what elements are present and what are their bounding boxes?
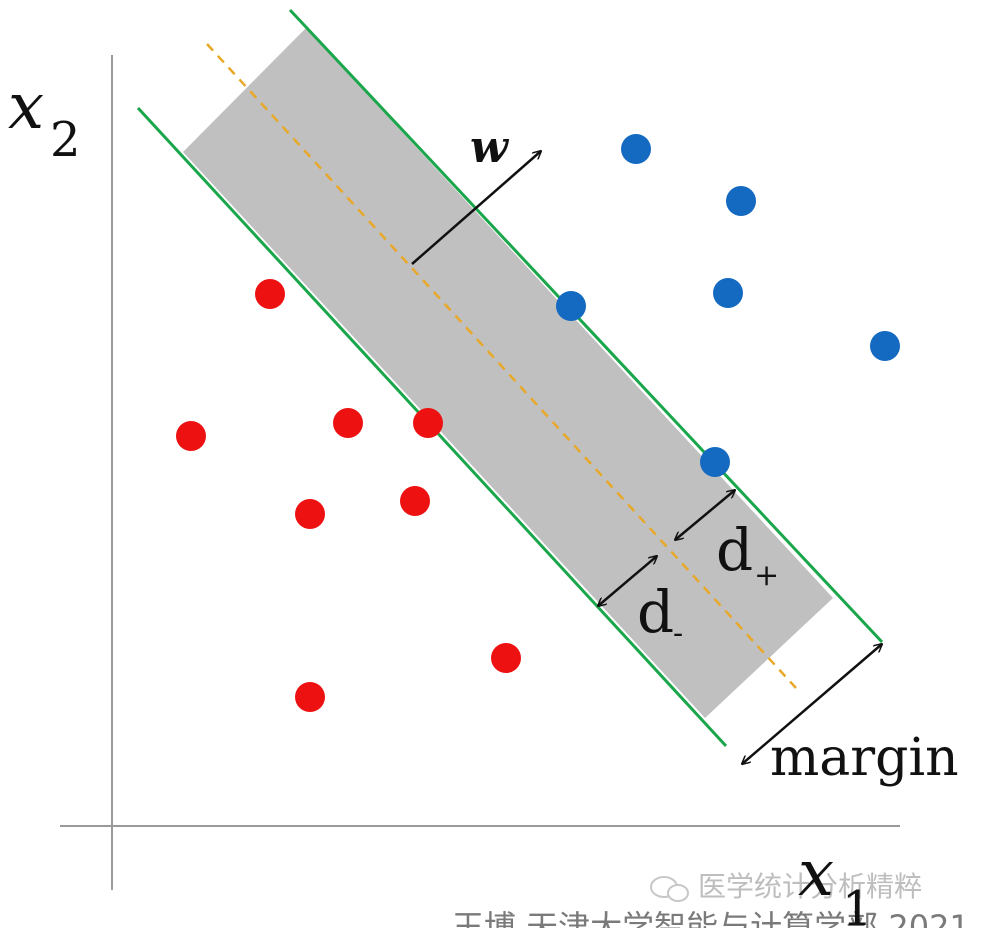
negative-point: [176, 421, 206, 451]
negative-point: [255, 279, 285, 309]
margin-band: [183, 28, 833, 718]
negative-point: [491, 643, 521, 673]
positive-point: [700, 447, 730, 477]
positive-margin-boundary: [288, 8, 884, 644]
x1-axis-subscript: 1: [842, 881, 873, 928]
margin-arrow: [742, 644, 882, 764]
credit-watermark: 王博 天津大学智能与计算学部 2021: [452, 908, 970, 928]
positive-point: [870, 331, 900, 361]
decision-hyperplane: [206, 43, 797, 689]
d-plus-subscript: +: [754, 558, 779, 593]
positive-point: [726, 186, 756, 216]
x2-axis-label: x: [8, 70, 44, 144]
d-plus-arrow: [675, 490, 735, 540]
wechat-watermark-text: 医学统计分析精粹: [698, 870, 922, 903]
d-minus-subscript: -: [673, 616, 683, 651]
weight-vector-arrow: [411, 151, 541, 265]
positive-point: [713, 278, 743, 308]
x2-axis-subscript: 2: [50, 112, 81, 168]
positive-point: [556, 291, 586, 321]
positive-class-points: [556, 134, 900, 477]
d-minus-label: d: [637, 578, 674, 646]
d-minus-arrow: [598, 556, 657, 606]
negative-point: [400, 486, 430, 516]
negative-point: [413, 408, 443, 438]
x1-axis-label: x: [798, 837, 834, 911]
wechat-watermark: 医学统计分析精粹: [650, 870, 922, 903]
d-plus-label: d: [716, 516, 753, 584]
negative-point: [333, 408, 363, 438]
negative-point: [295, 499, 325, 529]
positive-point: [621, 134, 651, 164]
margin-label: margin: [770, 728, 959, 788]
wechat-icon-bubble: [667, 884, 689, 902]
negative-class-points: [176, 279, 521, 712]
negative-point: [295, 682, 325, 712]
weight-vector-label: w: [470, 122, 510, 173]
